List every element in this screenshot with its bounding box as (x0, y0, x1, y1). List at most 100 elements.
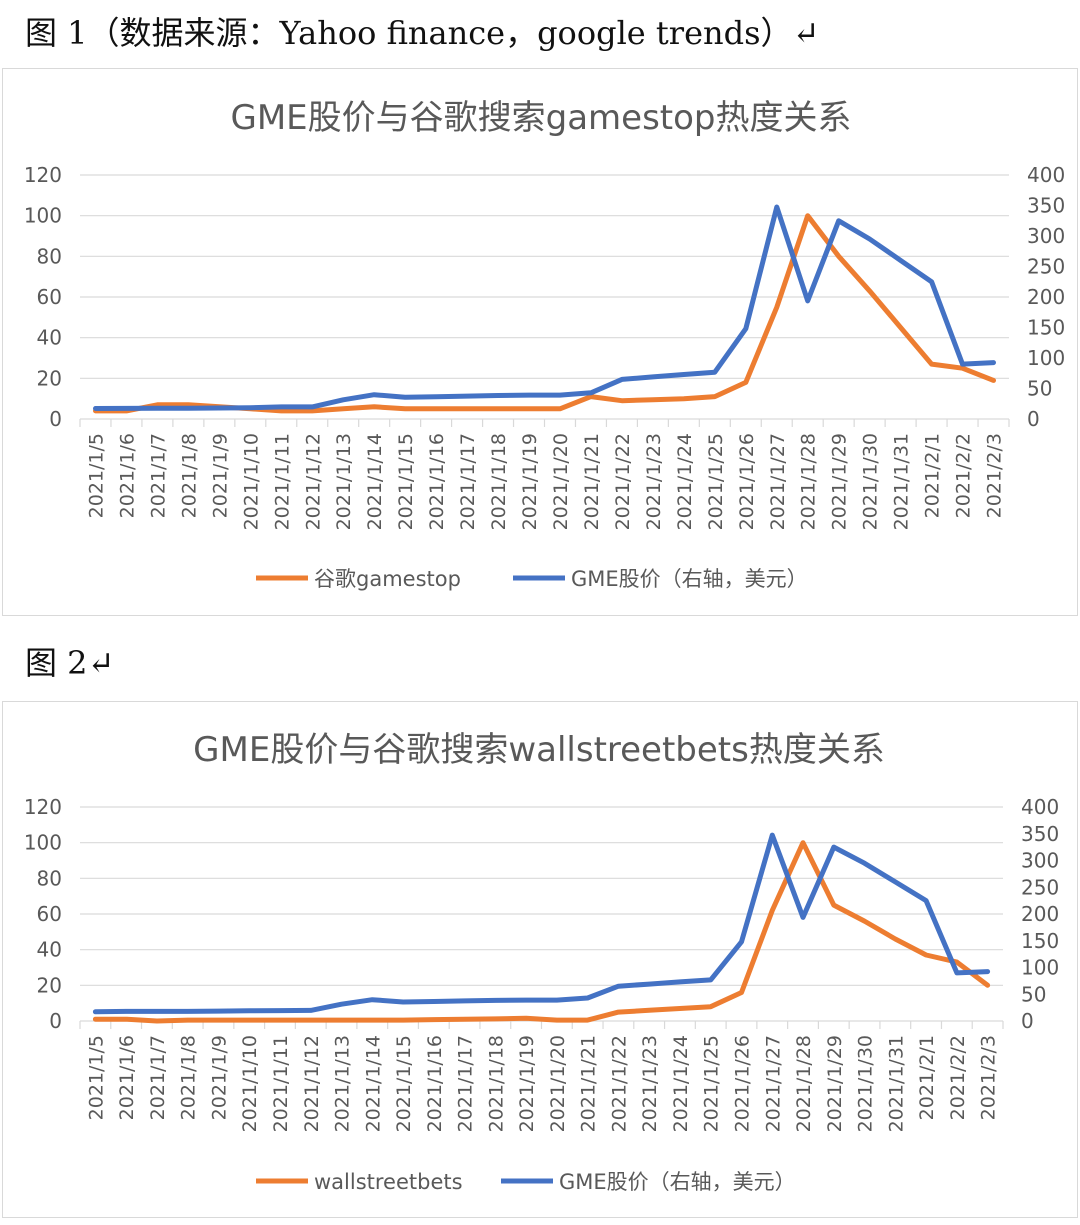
chart-1-x-tick-label: 2021/1/31 (891, 433, 913, 530)
chart-2-x-tick-label: 2021/1/30 (855, 1035, 877, 1132)
chart-1-left-tick: 0 (49, 407, 62, 431)
chart-1-right-tick: 200 (1027, 285, 1065, 309)
chart-1-svg: GME股价与谷歌搜索gamestop热度关系 0 20 40 60 80 100 120 0 5… (24, 98, 1065, 591)
chart-1-title: GME股价与谷歌搜索gamestop热度关系 (230, 98, 851, 138)
chart-2-legend: wallstreetbets GME股价（右轴，美元） (256, 1170, 796, 1194)
chart-2-x-tick-label: 2021/1/13 (332, 1035, 354, 1132)
chart-2-x-tick-label: 2021/2/3 (978, 1035, 1000, 1120)
chart-1-x-tick-label: 2021/1/26 (736, 433, 758, 530)
chart-2-left-tick: 80 (37, 866, 62, 890)
chart-2-series-stock-price-line (92, 832, 991, 1015)
chart-2-x-tick-label: 2021/1/17 (455, 1035, 477, 1132)
chart-2-x-tick-label: 2021/1/27 (762, 1035, 784, 1132)
chart-1-right-tick: 150 (1027, 316, 1065, 340)
legend-2-blue-label: GME股价（右轴，美元） (559, 1170, 796, 1194)
chart-2-plot: 0204060801001200501001502002503003504002… (24, 795, 1059, 1132)
chart-1-right-tick: 250 (1027, 255, 1065, 279)
legend-1-orange-label: 谷歌gamestop (314, 567, 461, 591)
chart-1-left-tick: 60 (37, 285, 62, 309)
chart-1-x-tick-label: 2021/2/1 (922, 433, 944, 518)
chart-1-x-tick-label: 2021/1/29 (829, 433, 851, 530)
chart-2-x-tick-label: 2021/1/31 (885, 1035, 907, 1132)
chart-1-x-tick-label: 2021/1/25 (705, 433, 727, 530)
figure-2-caption: 图 2↵ (25, 644, 115, 682)
chart-1-x-tick-label: 2021/1/24 (674, 433, 696, 530)
chart-1-x-tick-label: 2021/1/12 (302, 433, 324, 530)
chart-2-right-tick: 400 (1021, 795, 1059, 819)
chart-2-left-tick: 0 (49, 1009, 62, 1033)
chart-2-x-tick-label: 2021/2/1 (916, 1035, 938, 1120)
chart-1-x-tick-label: 2021/1/30 (860, 433, 882, 530)
chart-1-left-tick: 120 (24, 163, 62, 187)
chart-1-left-tick: 80 (37, 244, 62, 268)
chart-2-series-search-interest-line (92, 840, 991, 1024)
chart-1-x-tick-label: 2021/1/13 (333, 433, 355, 530)
chart-1-right-tick: 300 (1027, 224, 1065, 248)
legend-1-blue-label: GME股价（右轴，美元） (571, 567, 808, 591)
chart-1-series-search-interest-line (93, 213, 996, 414)
chart-2-x-tick-label: 2021/1/26 (731, 1035, 753, 1132)
chart-1-x-tick-label: 2021/1/17 (457, 433, 479, 530)
chart-1-right-tick: 0 (1027, 407, 1040, 431)
chart-2-x-tick-label: 2021/1/12 (301, 1035, 323, 1132)
chart-1-plot: 0 20 40 60 80 100 120 0 50 100 150 200 250 300 350 400 2… (24, 163, 1065, 530)
chart-1-x-tick-label: 2021/1/19 (519, 433, 541, 530)
chart-1-x-tick-label: 2021/1/14 (364, 433, 386, 530)
chart-2-x-tick-label: 2021/1/18 (485, 1035, 507, 1132)
chart-2-x-tick-label: 2021/2/2 (947, 1035, 969, 1120)
chart-2-right-tick: 300 (1021, 849, 1059, 873)
chart-2-x-tick-label: 2021/1/19 (516, 1035, 538, 1132)
chart-1-legend: 谷歌gamestop GME股价（右轴，美元） (256, 567, 808, 591)
chart-1-x-tick-label: 2021/1/15 (395, 433, 417, 530)
chart-2-right-tick: 0 (1021, 1009, 1034, 1033)
chart-2-frame: GME股价与谷歌搜索wallstreetbets热度关系 0 20 40 60 80 10… (2, 701, 1078, 1218)
chart-2-x-tick-label: 2021/1/9 (208, 1035, 230, 1120)
chart-2-left-tick: 60 (37, 902, 62, 926)
chart-1-x-tick-label: 2021/1/11 (271, 433, 293, 530)
chart-2-x-tick-label: 2021/1/28 (793, 1035, 815, 1132)
chart-2-svg: GME股价与谷歌搜索wallstreetbets热度关系 0 20 40 60 80 10… (24, 730, 1059, 1194)
chart-2-right-tick: 150 (1021, 929, 1059, 953)
chart-1-x-tick-label: 2021/1/5 (85, 433, 107, 518)
chart-2-x-tick-label: 2021/1/8 (178, 1035, 200, 1120)
chart-1-x-tick-label: 2021/1/22 (612, 433, 634, 530)
chart-2-x-tick-label: 2021/1/7 (147, 1035, 169, 1120)
chart-1-left-tick: 20 (37, 366, 62, 390)
chart-2-x-tick-label: 2021/1/23 (639, 1035, 661, 1132)
chart-2-x-tick-label: 2021/1/6 (116, 1035, 138, 1120)
chart-1-right-tick: 50 (1027, 377, 1052, 401)
chart-1-right-tick: 100 (1027, 346, 1065, 370)
chart-2-x-tick-label: 2021/1/15 (393, 1035, 415, 1132)
legend-2-orange-label: wallstreetbets (314, 1170, 463, 1194)
chart-1-left-tick: 100 (24, 204, 62, 228)
chart-1-x-tick-label: 2021/1/20 (550, 433, 572, 530)
chart-1-x-tick-label: 2021/1/10 (240, 433, 262, 530)
chart-2-left-tick: 100 (24, 831, 62, 855)
chart-2-x-tick-label: 2021/1/25 (701, 1035, 723, 1132)
chart-1-left-tick: 40 (37, 326, 62, 350)
chart-1-x-tick-label: 2021/1/18 (488, 433, 510, 530)
chart-2-x-tick-label: 2021/1/10 (239, 1035, 261, 1132)
chart-2-x-tick-label: 2021/1/29 (824, 1035, 846, 1132)
chart-2-x-tick-label: 2021/1/21 (578, 1035, 600, 1132)
chart-1-x-tick-label: 2021/2/2 (953, 433, 975, 518)
chart-2-x-tick-label: 2021/1/11 (270, 1035, 292, 1132)
figure-1-caption: 图 1（数据来源：Yahoo finance，google trends）↵ (25, 14, 820, 52)
chart-2-x-tick-label: 2021/1/20 (547, 1035, 569, 1132)
chart-1-x-tick-label: 2021/1/27 (767, 433, 789, 530)
chart-2-right-tick: 250 (1021, 875, 1059, 899)
chart-1-x-tick-label: 2021/1/6 (116, 433, 138, 518)
chart-1-right-tick: 350 (1027, 194, 1065, 218)
chart-2-x-tick-label: 2021/1/24 (670, 1035, 692, 1132)
chart-2-title: GME股价与谷歌搜索wallstreetbets热度关系 (193, 730, 885, 770)
chart-1-x-tick-label: 2021/1/9 (209, 433, 231, 518)
chart-1-series-stock-price-line (93, 204, 996, 411)
chart-1-x-tick-label: 2021/1/16 (426, 433, 448, 530)
chart-2-x-tick-label: 2021/1/16 (424, 1035, 446, 1132)
chart-2-right-tick: 350 (1021, 822, 1059, 846)
chart-2-right-tick: 50 (1021, 982, 1046, 1006)
chart-1-right-tick: 400 (1027, 163, 1065, 187)
chart-1-x-tick-label: 2021/1/23 (643, 433, 665, 530)
chart-2-right-tick: 100 (1021, 956, 1059, 980)
chart-1-x-tick-label: 2021/1/7 (147, 433, 169, 518)
